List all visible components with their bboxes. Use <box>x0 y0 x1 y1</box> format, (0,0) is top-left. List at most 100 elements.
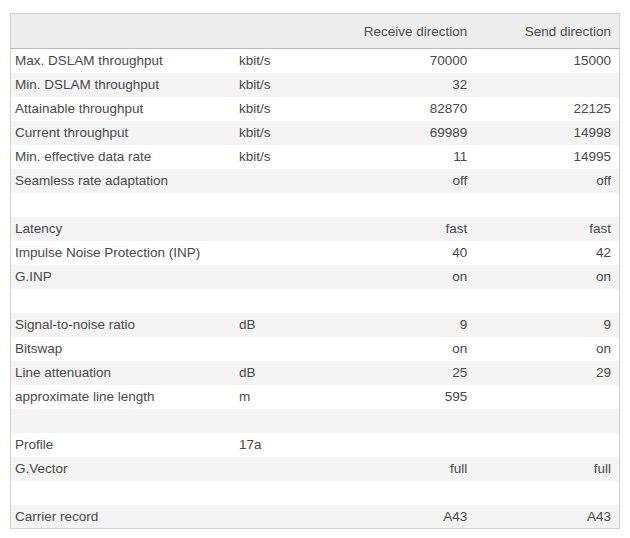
table-row: Signal-to-noise ratiodB99 <box>11 313 620 337</box>
cell-send: 14995 <box>477 145 619 169</box>
cell-label: Min. effective data rate <box>11 145 239 169</box>
cell-send: 22125 <box>477 97 619 121</box>
cell-label: Max. DSLAM throughput <box>11 49 239 73</box>
cell-label: Carrier record <box>11 505 239 529</box>
cell-send: full <box>477 457 619 481</box>
cell-label: Impulse Noise Protection (INP) <box>11 241 239 265</box>
cell-send: off <box>477 169 619 193</box>
cell-send: fast <box>477 217 619 241</box>
cell-unit: kbit/s <box>239 97 349 121</box>
cell-unit <box>239 241 349 265</box>
cell-receive: 595 <box>349 385 477 409</box>
cell-receive: A43 <box>349 505 477 529</box>
dsl-stats-table: Receive direction Send direction Max. DS… <box>10 13 620 529</box>
cell-receive <box>349 433 477 457</box>
cell-receive: 32 <box>349 73 477 97</box>
spacer-cell <box>239 481 349 505</box>
cell-label: Seamless rate adaptation <box>11 169 239 193</box>
cell-receive: 69989 <box>349 121 477 145</box>
table-header-row: Receive direction Send direction <box>11 14 620 49</box>
column-header-send-direction: Send direction <box>477 14 619 49</box>
cell-send: 15000 <box>477 49 619 73</box>
cell-receive: 11 <box>349 145 477 169</box>
table-row: G.INP onon <box>11 265 620 289</box>
cell-receive: 9 <box>349 313 477 337</box>
cell-receive: 40 <box>349 241 477 265</box>
cell-receive: 25 <box>349 361 477 385</box>
cell-unit <box>239 457 349 481</box>
spacer-cell <box>11 481 239 505</box>
cell-unit <box>239 217 349 241</box>
cell-label: Signal-to-noise ratio <box>11 313 239 337</box>
cell-label: Min. DSLAM throughput <box>11 73 239 97</box>
cell-send: A43 <box>477 505 619 529</box>
table-row: Min. effective data ratekbit/s1114995 <box>11 145 620 169</box>
cell-unit: kbit/s <box>239 121 349 145</box>
table-row: G.Vector fullfull <box>11 457 620 481</box>
cell-send: 9 <box>477 313 619 337</box>
table-row: Current throughputkbit/s6998914998 <box>11 121 620 145</box>
cell-label: G.Vector <box>11 457 239 481</box>
cell-label: Profile <box>11 433 239 457</box>
cell-send: 29 <box>477 361 619 385</box>
dsl-information-page: Receive direction Send direction Max. DS… <box>0 0 630 536</box>
cell-label: Attainable throughput <box>11 97 239 121</box>
table-row: Bitswap onon <box>11 337 620 361</box>
spacer-cell <box>349 481 477 505</box>
spacer-cell <box>477 193 619 217</box>
cell-send <box>477 73 619 97</box>
cell-receive: on <box>349 265 477 289</box>
cell-label: approximate line length <box>11 385 239 409</box>
table-row: Impulse Noise Protection (INP)4042 <box>11 241 620 265</box>
table-row: Profile17a <box>11 433 620 457</box>
cell-unit <box>239 169 349 193</box>
spacer-row <box>11 481 620 505</box>
spacer-cell <box>239 193 349 217</box>
spacer-row <box>11 193 620 217</box>
table-body: Max. DSLAM throughputkbit/s7000015000Min… <box>11 49 620 529</box>
table-row: Latency fastfast <box>11 217 620 241</box>
table-row: Seamless rate adaptation offoff <box>11 169 620 193</box>
cell-receive: full <box>349 457 477 481</box>
cell-unit: kbit/s <box>239 145 349 169</box>
spacer-cell <box>349 289 477 313</box>
cell-send <box>477 385 619 409</box>
spacer-cell <box>239 289 349 313</box>
cell-label: Latency <box>11 217 239 241</box>
cell-unit: dB <box>239 313 349 337</box>
spacer-cell <box>239 409 349 433</box>
table-row: Min. DSLAM throughputkbit/s32 <box>11 73 620 97</box>
spacer-cell <box>349 409 477 433</box>
cell-unit <box>239 337 349 361</box>
cell-label: Bitswap <box>11 337 239 361</box>
cell-unit <box>239 505 349 529</box>
spacer-cell <box>11 193 239 217</box>
column-header-receive-direction: Receive direction <box>349 14 477 49</box>
cell-receive: 70000 <box>349 49 477 73</box>
cell-receive: on <box>349 337 477 361</box>
cell-unit <box>239 265 349 289</box>
spacer-row <box>11 289 620 313</box>
table-row: Line attenuationdB2529 <box>11 361 620 385</box>
spacer-cell <box>477 409 619 433</box>
cell-unit: kbit/s <box>239 73 349 97</box>
spacer-cell <box>11 409 239 433</box>
table-row: Carrier record A43A43 <box>11 505 620 529</box>
table-row: Attainable throughputkbit/s8287022125 <box>11 97 620 121</box>
table-row: Max. DSLAM throughputkbit/s7000015000 <box>11 49 620 73</box>
cell-send: on <box>477 337 619 361</box>
cell-send <box>477 433 619 457</box>
cell-label: G.INP <box>11 265 239 289</box>
cell-unit: kbit/s <box>239 49 349 73</box>
cell-receive: fast <box>349 217 477 241</box>
cell-unit: dB <box>239 361 349 385</box>
column-header-unit <box>239 14 349 49</box>
spacer-cell <box>477 481 619 505</box>
column-header-label <box>11 14 239 49</box>
cell-receive: off <box>349 169 477 193</box>
cell-send: on <box>477 265 619 289</box>
cell-label: Current throughput <box>11 121 239 145</box>
cell-label: Line attenuation <box>11 361 239 385</box>
spacer-cell <box>349 193 477 217</box>
spacer-row <box>11 409 620 433</box>
